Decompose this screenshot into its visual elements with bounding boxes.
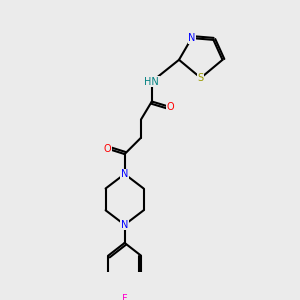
Text: N: N — [121, 220, 128, 230]
Text: N: N — [121, 169, 128, 179]
Text: HN: HN — [144, 76, 159, 87]
Text: F: F — [122, 294, 128, 300]
Text: O: O — [166, 102, 174, 112]
Text: S: S — [198, 73, 204, 83]
Text: O: O — [103, 144, 111, 154]
Text: N: N — [188, 33, 195, 43]
